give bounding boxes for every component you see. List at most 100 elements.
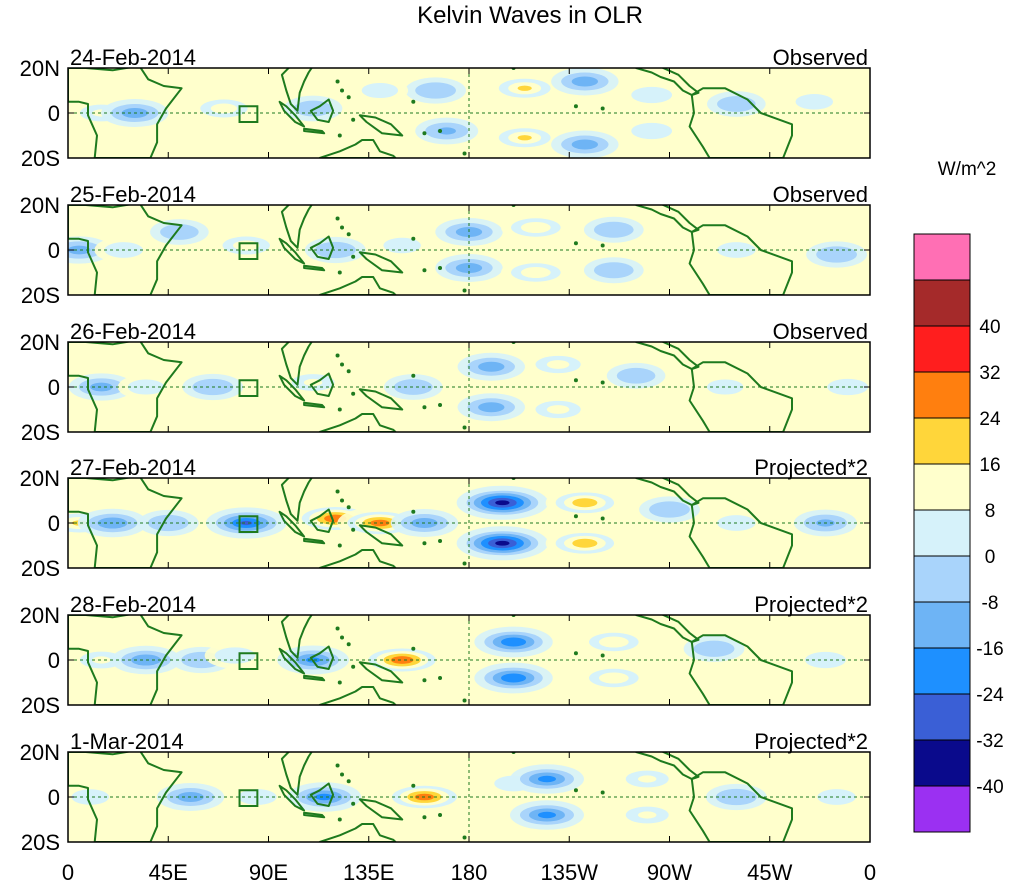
coastline: [303, 811, 326, 819]
colorbar-tick-label: -24: [976, 685, 1004, 706]
coastline: [358, 114, 404, 137]
coastline: [688, 224, 793, 295]
island: [462, 425, 467, 430]
anomaly-contour: [394, 379, 433, 395]
x-tick-label: 90W: [647, 860, 692, 885]
colorbar-label: W/m^2: [938, 159, 997, 180]
anomaly-contour: [501, 637, 527, 647]
reference-box: [238, 379, 259, 397]
coastline: [68, 752, 183, 842]
panel-label: Projected*2: [754, 455, 868, 480]
island: [600, 106, 605, 111]
anomaly-contour: [706, 379, 744, 395]
x-tick-label: 135E: [343, 860, 394, 885]
anomaly-contour: [68, 245, 91, 255]
island: [335, 763, 340, 768]
anomaly-contour: [127, 379, 165, 395]
island: [340, 88, 345, 93]
colorbar-tick-label: -32: [976, 731, 1003, 752]
anomaly-contour: [546, 405, 570, 414]
coastline: [303, 537, 326, 545]
map-panel: 20N 0 20S 1-Mar-2014 Projected*2: [20, 729, 871, 855]
anomaly-contour: [478, 361, 505, 372]
coastline: [688, 87, 793, 158]
coastline: [309, 372, 335, 397]
island: [340, 225, 345, 230]
anomaly-contour: [71, 789, 110, 805]
coastlines: [68, 205, 793, 295]
x-tick-label: 0: [62, 860, 74, 885]
coastline: [278, 510, 306, 538]
colorbar-swatch: [913, 785, 971, 833]
coastline: [358, 251, 404, 274]
island: [422, 405, 427, 410]
y-tick-label: 0: [48, 785, 60, 810]
anomaly-contour: [537, 775, 556, 783]
coastline: [688, 634, 793, 705]
island: [411, 236, 416, 241]
map-panel: 20N 0 20S 28-Feb-2014 Projected*2: [20, 592, 871, 718]
y-tick-label: 20S: [21, 283, 60, 308]
map-panel: 20N 0 20S 26-Feb-2014 Observed: [20, 319, 871, 445]
island: [351, 801, 356, 806]
island: [335, 489, 340, 494]
reference-box: [238, 789, 259, 807]
coastlines: [68, 68, 793, 158]
coastline: [278, 100, 306, 128]
coastlines: [68, 615, 793, 705]
island: [462, 835, 467, 840]
colorbar-tick-label: 24: [979, 409, 1001, 430]
island: [422, 815, 427, 820]
island: [351, 254, 356, 259]
colorbar-swatch: [913, 601, 971, 649]
reference-box: [238, 105, 259, 123]
anomaly-contour: [437, 127, 456, 135]
coastline: [68, 615, 183, 705]
colorbar-swatch: [913, 417, 971, 465]
island: [411, 99, 416, 104]
coastline: [688, 497, 793, 568]
y-tick-label: 0: [48, 648, 60, 673]
y-tick-label: 20S: [21, 693, 60, 718]
island: [573, 788, 578, 793]
anomaly-contour: [415, 82, 456, 99]
island: [438, 129, 443, 133]
island: [335, 216, 340, 221]
coastline: [280, 342, 313, 386]
coastline: [280, 615, 313, 659]
coastline: [309, 235, 335, 260]
island: [411, 509, 416, 514]
panel-date: 24-Feb-2014: [70, 45, 196, 70]
x-axis: 0 45E 90E 135E 180 135W 90W 45W 0: [62, 860, 876, 885]
island: [573, 378, 578, 383]
anomaly-contour: [717, 96, 756, 112]
colorbar-swatch: [913, 463, 971, 511]
coastline: [358, 661, 404, 684]
colorbar-tick-label: 16: [979, 455, 1000, 476]
anomaly-contour: [598, 636, 629, 648]
anomaly-contour: [693, 640, 735, 657]
anomaly-contour: [233, 240, 260, 251]
island: [438, 813, 443, 817]
anomaly-contour: [631, 86, 673, 104]
island: [462, 288, 467, 293]
anomaly-contour: [92, 656, 111, 664]
x-tick-label: 0: [864, 860, 876, 885]
anomaly-contour: [240, 520, 253, 526]
anomaly-contour: [795, 94, 834, 110]
island: [422, 131, 427, 136]
anomaly-contour: [616, 367, 656, 384]
island: [346, 369, 351, 374]
anomaly-contour: [495, 540, 510, 546]
island: [422, 678, 427, 683]
coastline: [280, 478, 313, 522]
anomaly-field: [68, 485, 857, 561]
chart-title: Kelvin Waves in OLR: [417, 2, 643, 29]
coastlines: [68, 752, 793, 842]
panel-label: Projected*2: [754, 729, 868, 754]
island: [346, 505, 351, 510]
island: [351, 391, 356, 396]
anomaly-contour: [314, 241, 356, 259]
anomaly-contour: [517, 85, 532, 91]
